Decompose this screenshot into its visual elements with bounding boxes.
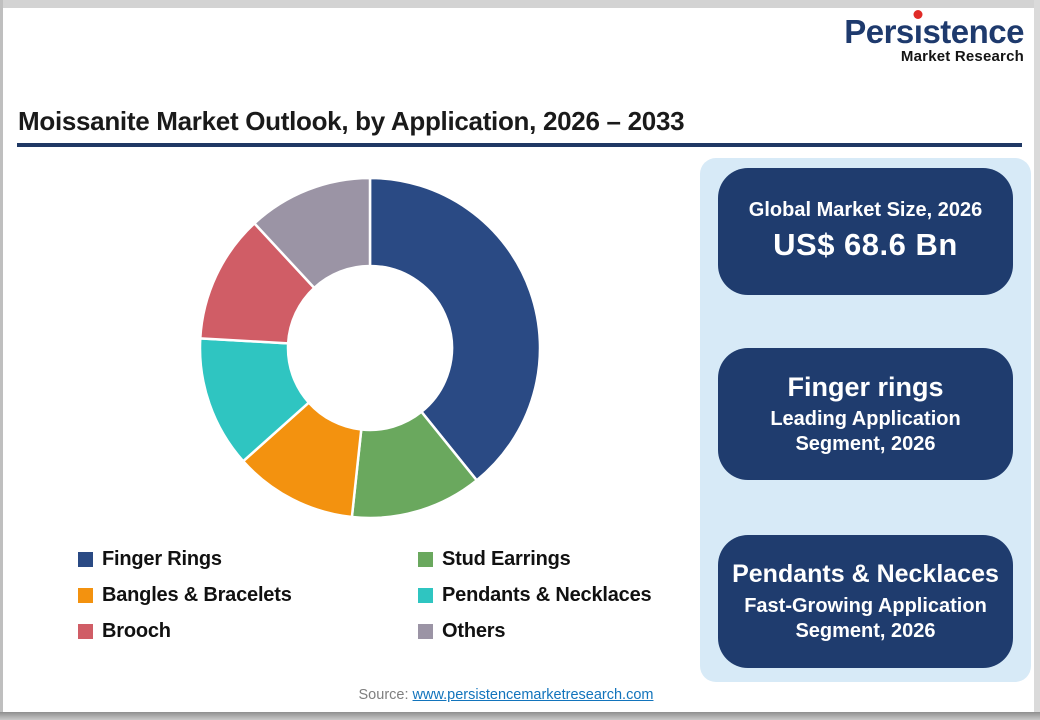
legend-swatch-icon (418, 587, 433, 603)
legend-swatch-icon (78, 623, 93, 639)
title-underline (17, 143, 1022, 147)
source-link[interactable]: www.persistencemarketresearch.com (412, 687, 654, 703)
frame-border-top (0, 0, 1040, 8)
logo-brand-pre: Pers (844, 13, 914, 50)
chart-legend: Finger Rings Stud Earrings Bangles & Brace… (78, 548, 652, 642)
frame-border-left (0, 0, 3, 720)
legend-item-pendants-necklaces: Pendants & Necklaces (418, 583, 652, 606)
source-label: Source: (358, 687, 409, 703)
legend-label: Stud Earrings (442, 547, 571, 570)
donut-chart-area (197, 175, 543, 521)
legend-item-bangles-bracelets: Bangles & Bracelets (78, 584, 418, 606)
donut-chart (198, 176, 542, 520)
logo-brand: Persı stence (844, 10, 1024, 50)
logo-tagline: Market Research (900, 48, 1024, 65)
card-subtitle: Leading Application Segment, 2026 (770, 408, 961, 456)
card-title: Finger rings (787, 371, 944, 402)
legend-swatch-icon (418, 623, 433, 639)
frame-border-right (1034, 0, 1040, 720)
frame-border-bottom (0, 712, 1040, 720)
side-panel: Global Market Size, 2026 US$ 68.6 Bn Fin… (700, 158, 1031, 682)
legend-item-finger-rings: Finger Rings (78, 548, 418, 570)
card-subtitle: Fast-Growing Application Segment, 2026 (744, 594, 987, 642)
logo-brand-post: stence (922, 13, 1024, 50)
logo-red-dot-icon (913, 10, 923, 19)
legend-item-others: Others (418, 620, 651, 642)
legend-swatch-icon (78, 587, 93, 603)
legend-swatch-icon (418, 551, 433, 567)
legend-item-brooch: Brooch (78, 620, 418, 642)
card-global-market-size: Global Market Size, 2026 US$ 68.6 Bn (718, 168, 1013, 295)
legend-item-stud-earrings: Stud Earrings (418, 548, 651, 570)
donut-segment-finger-rings (368, 176, 542, 482)
logo-brand-i: ı (913, 10, 923, 50)
donut-segment-others (253, 176, 372, 290)
card-value: US$ 68.6 Bn (773, 227, 958, 263)
legend-swatch-icon (78, 551, 93, 567)
legend-label: Brooch (102, 619, 171, 642)
card-title: Pendants & Necklaces (732, 560, 999, 589)
legend-label: Bangles & Bracelets (102, 583, 292, 606)
page-title: Moissanite Market Outlook, by Applicatio… (18, 106, 685, 136)
legend-label: Pendants & Necklaces (442, 583, 652, 606)
card-fast-growing-segment: Pendants & Necklaces Fast-Growing Applic… (718, 535, 1013, 668)
legend-label: Finger Rings (102, 547, 222, 570)
card-title: Global Market Size, 2026 (748, 199, 983, 222)
footer-source: Source: www.persistencemarketresearch.co… (0, 687, 1012, 703)
legend-label: Others (442, 619, 506, 642)
card-leading-segment: Finger rings Leading Application Segment… (718, 348, 1013, 480)
logo: Persı stence Market Research (844, 10, 1024, 65)
